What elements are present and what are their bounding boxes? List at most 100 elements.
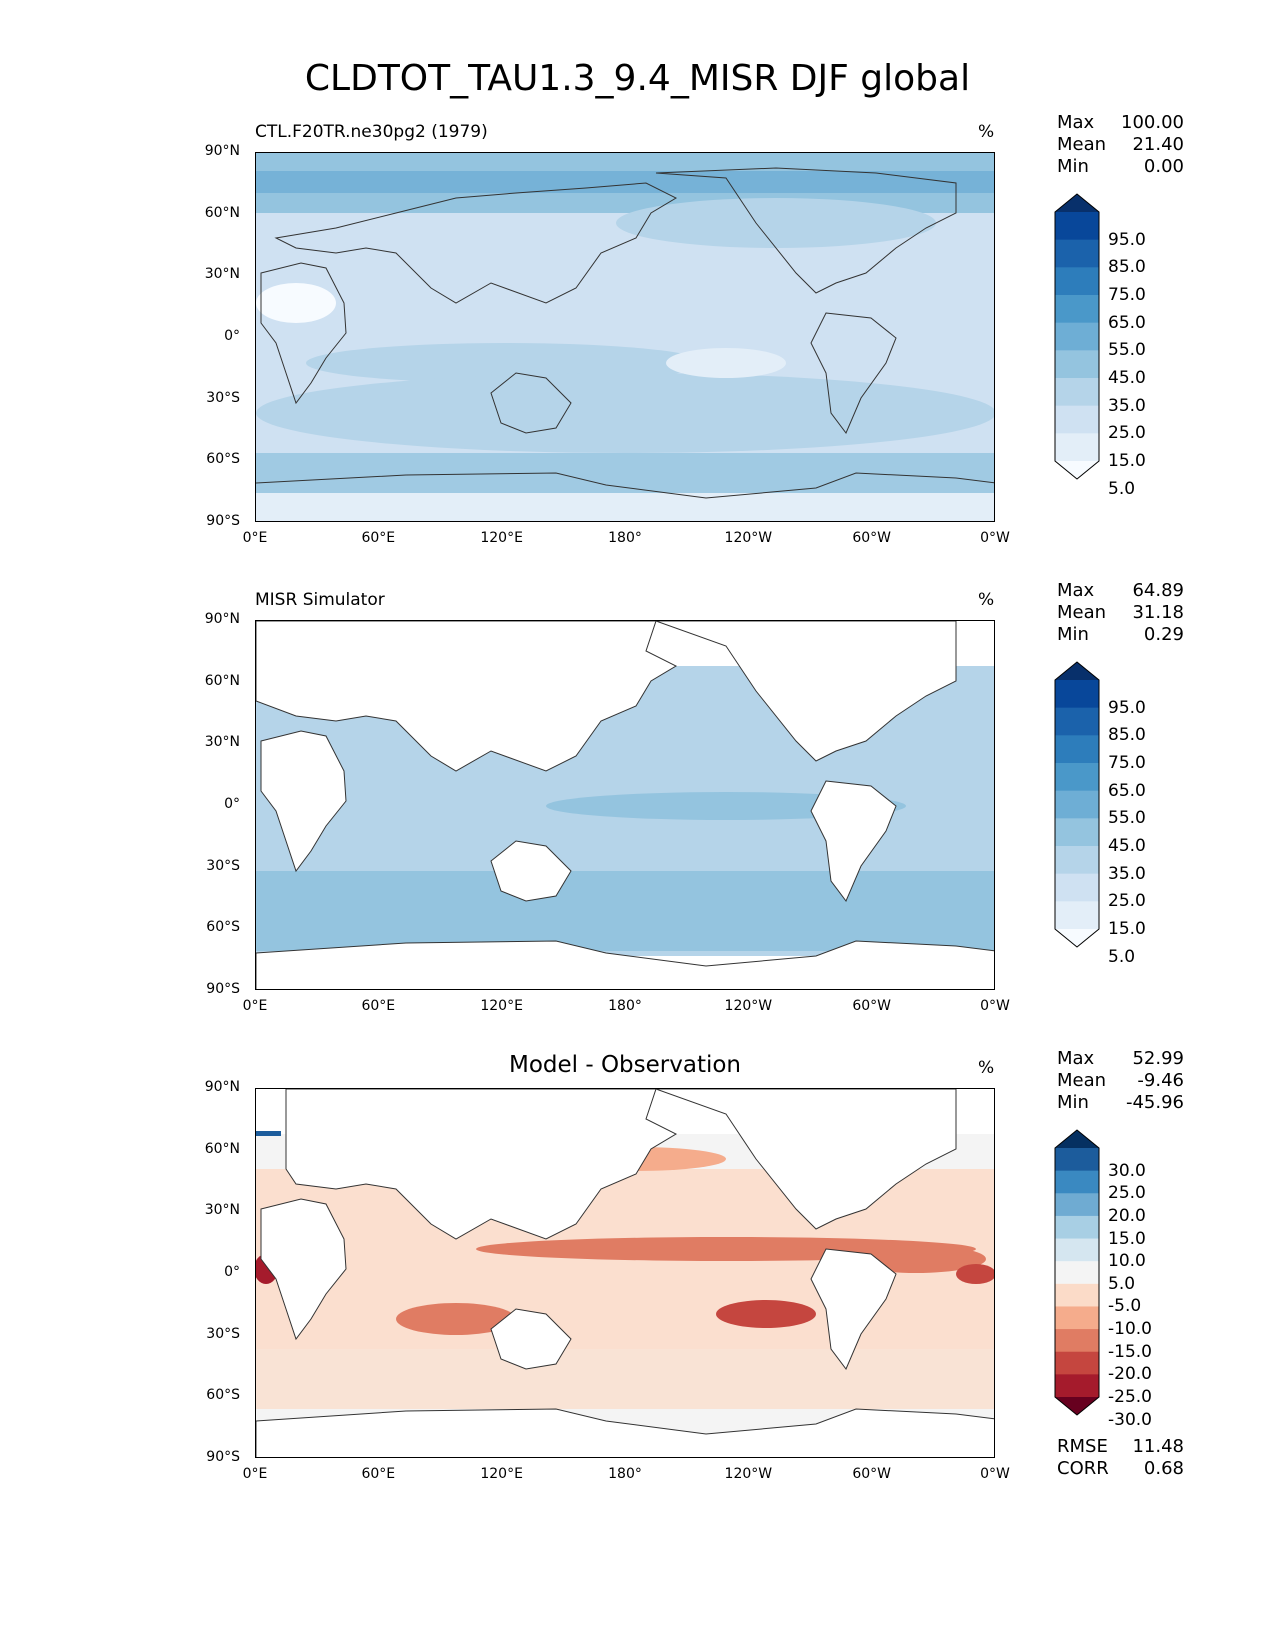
lon-tick-label: 60°E — [361, 530, 396, 546]
colorbar-extend-min — [1055, 929, 1099, 947]
lat-tick-label: 60°N — [204, 1140, 240, 1157]
figure-title: CLDTOT_TAU1.3_9.4_MISR DJF global — [304, 58, 971, 99]
lon-tick-label: 120°W — [724, 530, 773, 546]
lon-tick-label: 0°W — [980, 998, 1010, 1014]
colorbar-segment — [1055, 1215, 1099, 1240]
lat-tick-label: 30°S — [206, 389, 240, 406]
colorbar-segment — [1055, 790, 1099, 819]
colorbar-segment — [1055, 433, 1099, 462]
stat-value: -9.46 — [1137, 1070, 1184, 1091]
colorbar-tick-label: 85.0 — [1108, 725, 1146, 746]
lat-tick-label: 30°N — [204, 734, 240, 751]
lat-tick-label: 60°S — [206, 1387, 240, 1404]
lon-tick-label: 120°E — [480, 998, 523, 1014]
map-model — [255, 152, 995, 522]
stat-label: RMSE — [1057, 1436, 1108, 1457]
lon-tick-label: 120°W — [724, 998, 773, 1014]
colorbar-tick-label: -25.0 — [1108, 1387, 1152, 1407]
colorbar-extend-min — [1055, 461, 1099, 479]
colorbar-tick-label: 5.0 — [1108, 478, 1136, 499]
lat-tick-label: 90°S — [206, 1449, 240, 1465]
lon-tick-label: 180° — [608, 530, 642, 546]
colorbar-tick-label: -5.0 — [1108, 1296, 1142, 1317]
stat-value: 64.89 — [1132, 580, 1184, 601]
stats-top: Max 52.99 Mean -9.46 Min -45.96 — [1057, 1048, 1184, 1114]
colorbar-segment — [1055, 295, 1099, 324]
colorbar-segment — [1055, 1170, 1099, 1194]
colorbar — [1054, 193, 1100, 480]
colorbar-tick-label: -10.0 — [1108, 1319, 1152, 1340]
colorbar-tick-label: 95.0 — [1108, 697, 1146, 718]
colorbar-tick-label: 15.0 — [1108, 1228, 1146, 1249]
stat-label: Max — [1057, 580, 1095, 601]
stat-label: Min — [1057, 156, 1089, 177]
map-observation — [255, 620, 995, 990]
colorbar-segment — [1055, 212, 1099, 241]
colorbar-tick-label: 15.0 — [1108, 919, 1146, 939]
lat-tick-label: 90°N — [204, 143, 240, 159]
stat-value: 11.48 — [1132, 1436, 1184, 1457]
colorbar-segment — [1055, 1374, 1099, 1398]
units-label: % — [978, 122, 995, 142]
lat-tick-label: 90°N — [204, 1079, 240, 1095]
stat-label: Min — [1057, 624, 1089, 645]
panel-difference: Model - Observation % — [0, 1048, 1275, 1488]
stat-row: Mean 31.18 — [1057, 602, 1184, 624]
colorbar-tick-label: 5.0 — [1108, 1273, 1136, 1294]
colorbar-segment — [1055, 763, 1099, 792]
colorbar-segment — [1055, 735, 1099, 764]
colorbar-tick-label: -15.0 — [1108, 1341, 1152, 1362]
colorbar-segment — [1055, 1261, 1099, 1285]
colorbar-svg — [1054, 193, 1100, 480]
lat-tick-label: 60°N — [204, 204, 240, 221]
stat-row: Mean -9.46 — [1057, 1070, 1184, 1092]
lon-tick-label: 60°E — [361, 998, 396, 1014]
stat-value: 31.18 — [1132, 602, 1184, 623]
colorbar-segment — [1055, 1306, 1099, 1330]
lon-tick-label: 0°E — [242, 1466, 268, 1482]
colorbar-extend-max — [1055, 662, 1099, 680]
lat-tick-label: 30°N — [204, 266, 240, 283]
lat-tick-label: 30°S — [206, 857, 240, 874]
colorbar-segment — [1055, 901, 1099, 930]
map-difference — [255, 1088, 995, 1458]
colorbar-svg — [1054, 661, 1100, 948]
stats-top: Max 100.00 Mean 21.40 Min 0.00 — [1057, 112, 1184, 178]
lat-tick-label: 0° — [224, 1264, 240, 1280]
lon-tick-label: 120°E — [480, 1466, 523, 1482]
panel-title: Model - Observation — [508, 1052, 742, 1078]
stat-row: Min 0.00 — [1057, 156, 1184, 178]
lat-tick-label: 90°S — [206, 981, 240, 997]
stat-value: 0.29 — [1143, 624, 1184, 645]
colorbar-tick-label: 25.0 — [1108, 891, 1146, 912]
stat-row: Max 100.00 — [1057, 112, 1184, 134]
panel-model: CTL.F20TR.ne30pg2 (1979) % Max 100.00 — [0, 112, 1275, 552]
stat-value: 52.99 — [1132, 1048, 1184, 1069]
stat-label: Max — [1057, 1048, 1095, 1069]
colorbar-outline — [1054, 1129, 1100, 1416]
stats-top: Max 64.89 Mean 31.18 Min 0.29 — [1057, 580, 1184, 646]
lat-tick-label: 0° — [224, 796, 240, 812]
colorbar-extend-max — [1055, 194, 1099, 212]
stat-label: CORR — [1057, 1458, 1109, 1479]
lon-tick-label: 120°W — [724, 1466, 773, 1482]
lon-tick-label: 180° — [608, 998, 642, 1014]
stat-row: Max 64.89 — [1057, 580, 1184, 602]
lat-tick-label: 0° — [224, 328, 240, 344]
colorbar-tick-label: 25.0 — [1108, 1183, 1146, 1204]
colorbar-outline — [1054, 193, 1100, 480]
lon-tick-label: 0°W — [980, 530, 1010, 546]
stat-value: -45.96 — [1125, 1092, 1184, 1113]
colorbar-tick-label: 55.0 — [1108, 808, 1146, 829]
colorbar-tick-label: 65.0 — [1108, 312, 1146, 333]
panel-title: MISR Simulator — [255, 590, 385, 610]
colorbar-tick-label: 25.0 — [1108, 423, 1146, 444]
colorbar-tick-label: 20.0 — [1108, 1205, 1146, 1226]
stat-value: 0.00 — [1143, 156, 1184, 177]
stat-row: Min -45.96 — [1057, 1092, 1184, 1114]
stat-label: Min — [1057, 1092, 1089, 1113]
coastlines — [256, 167, 994, 499]
colorbar-tick-label: 85.0 — [1108, 257, 1146, 278]
colorbar-tick-label: 45.0 — [1108, 368, 1146, 388]
colorbar-tick-label: -20.0 — [1108, 1364, 1152, 1385]
